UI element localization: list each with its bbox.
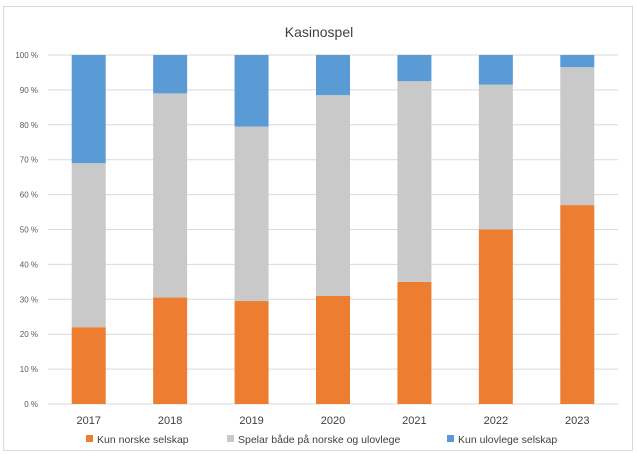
x-axis-ticks: 2017 2018 2019 2020 2021 2022 2023 [76,415,589,427]
bar-segment [153,297,188,404]
x-tick-label: 2022 [484,415,508,427]
bar-segment [153,93,188,298]
y-tick-label: 90 % [20,86,38,95]
legend-label: Spelar både på norske og ulovlege [238,434,400,446]
y-tick-label: 30 % [20,295,38,304]
x-tick-label: 2019 [239,415,263,427]
bar-segment [478,229,513,404]
y-tick-label: 20 % [20,330,38,339]
legend-swatch [447,435,454,442]
bar-segment [71,55,106,164]
legend-swatch [227,435,234,442]
y-tick-label: 0 % [24,400,38,409]
x-tick-label: 2018 [158,415,182,427]
chart-title: Kasinospel [285,24,354,40]
y-tick-label: 80 % [20,121,38,130]
x-tick-label: 2021 [402,415,426,427]
bar-segment [71,163,106,328]
bar-segment [71,327,106,404]
bar-segment [234,126,269,302]
bar-segment [316,55,350,96]
y-tick-label: 50 % [20,226,38,235]
y-tick-label: 60 % [20,191,38,200]
bar-segment [397,81,432,282]
x-tick-label: 2020 [321,415,345,427]
y-axis-ticks: 0 % 10 % 20 % 30 % 40 % 50 % 60 % 70 % 80 % 90 % 1… [15,51,38,409]
x-tick-label: 2023 [565,415,589,427]
bar-segment [560,55,595,68]
legend-label: Kun norske selskap [97,434,189,446]
bar-segment [397,281,432,404]
bar-segment [560,67,595,206]
bar-segment [478,84,513,230]
y-tick-label: 100 % [15,51,38,60]
bar-segment [397,55,432,82]
bar-segment [234,55,269,127]
legend-label: Kun ulovlege selskap [458,434,557,446]
bar-segment [478,55,513,85]
y-tick-label: 70 % [20,156,38,165]
chart-frame [3,6,633,451]
bar-segment [153,55,188,94]
bar-segment [560,205,595,404]
legend: Kun norske selskap Spelar både på norske … [86,434,557,446]
bar-segment [234,301,269,404]
bar-segment [316,295,350,404]
legend-swatch [86,435,93,442]
x-tick-label: 2017 [76,415,100,427]
y-tick-label: 40 % [20,260,38,269]
bars [71,55,595,404]
bar-segment [316,95,350,296]
y-tick-label: 10 % [20,365,38,374]
